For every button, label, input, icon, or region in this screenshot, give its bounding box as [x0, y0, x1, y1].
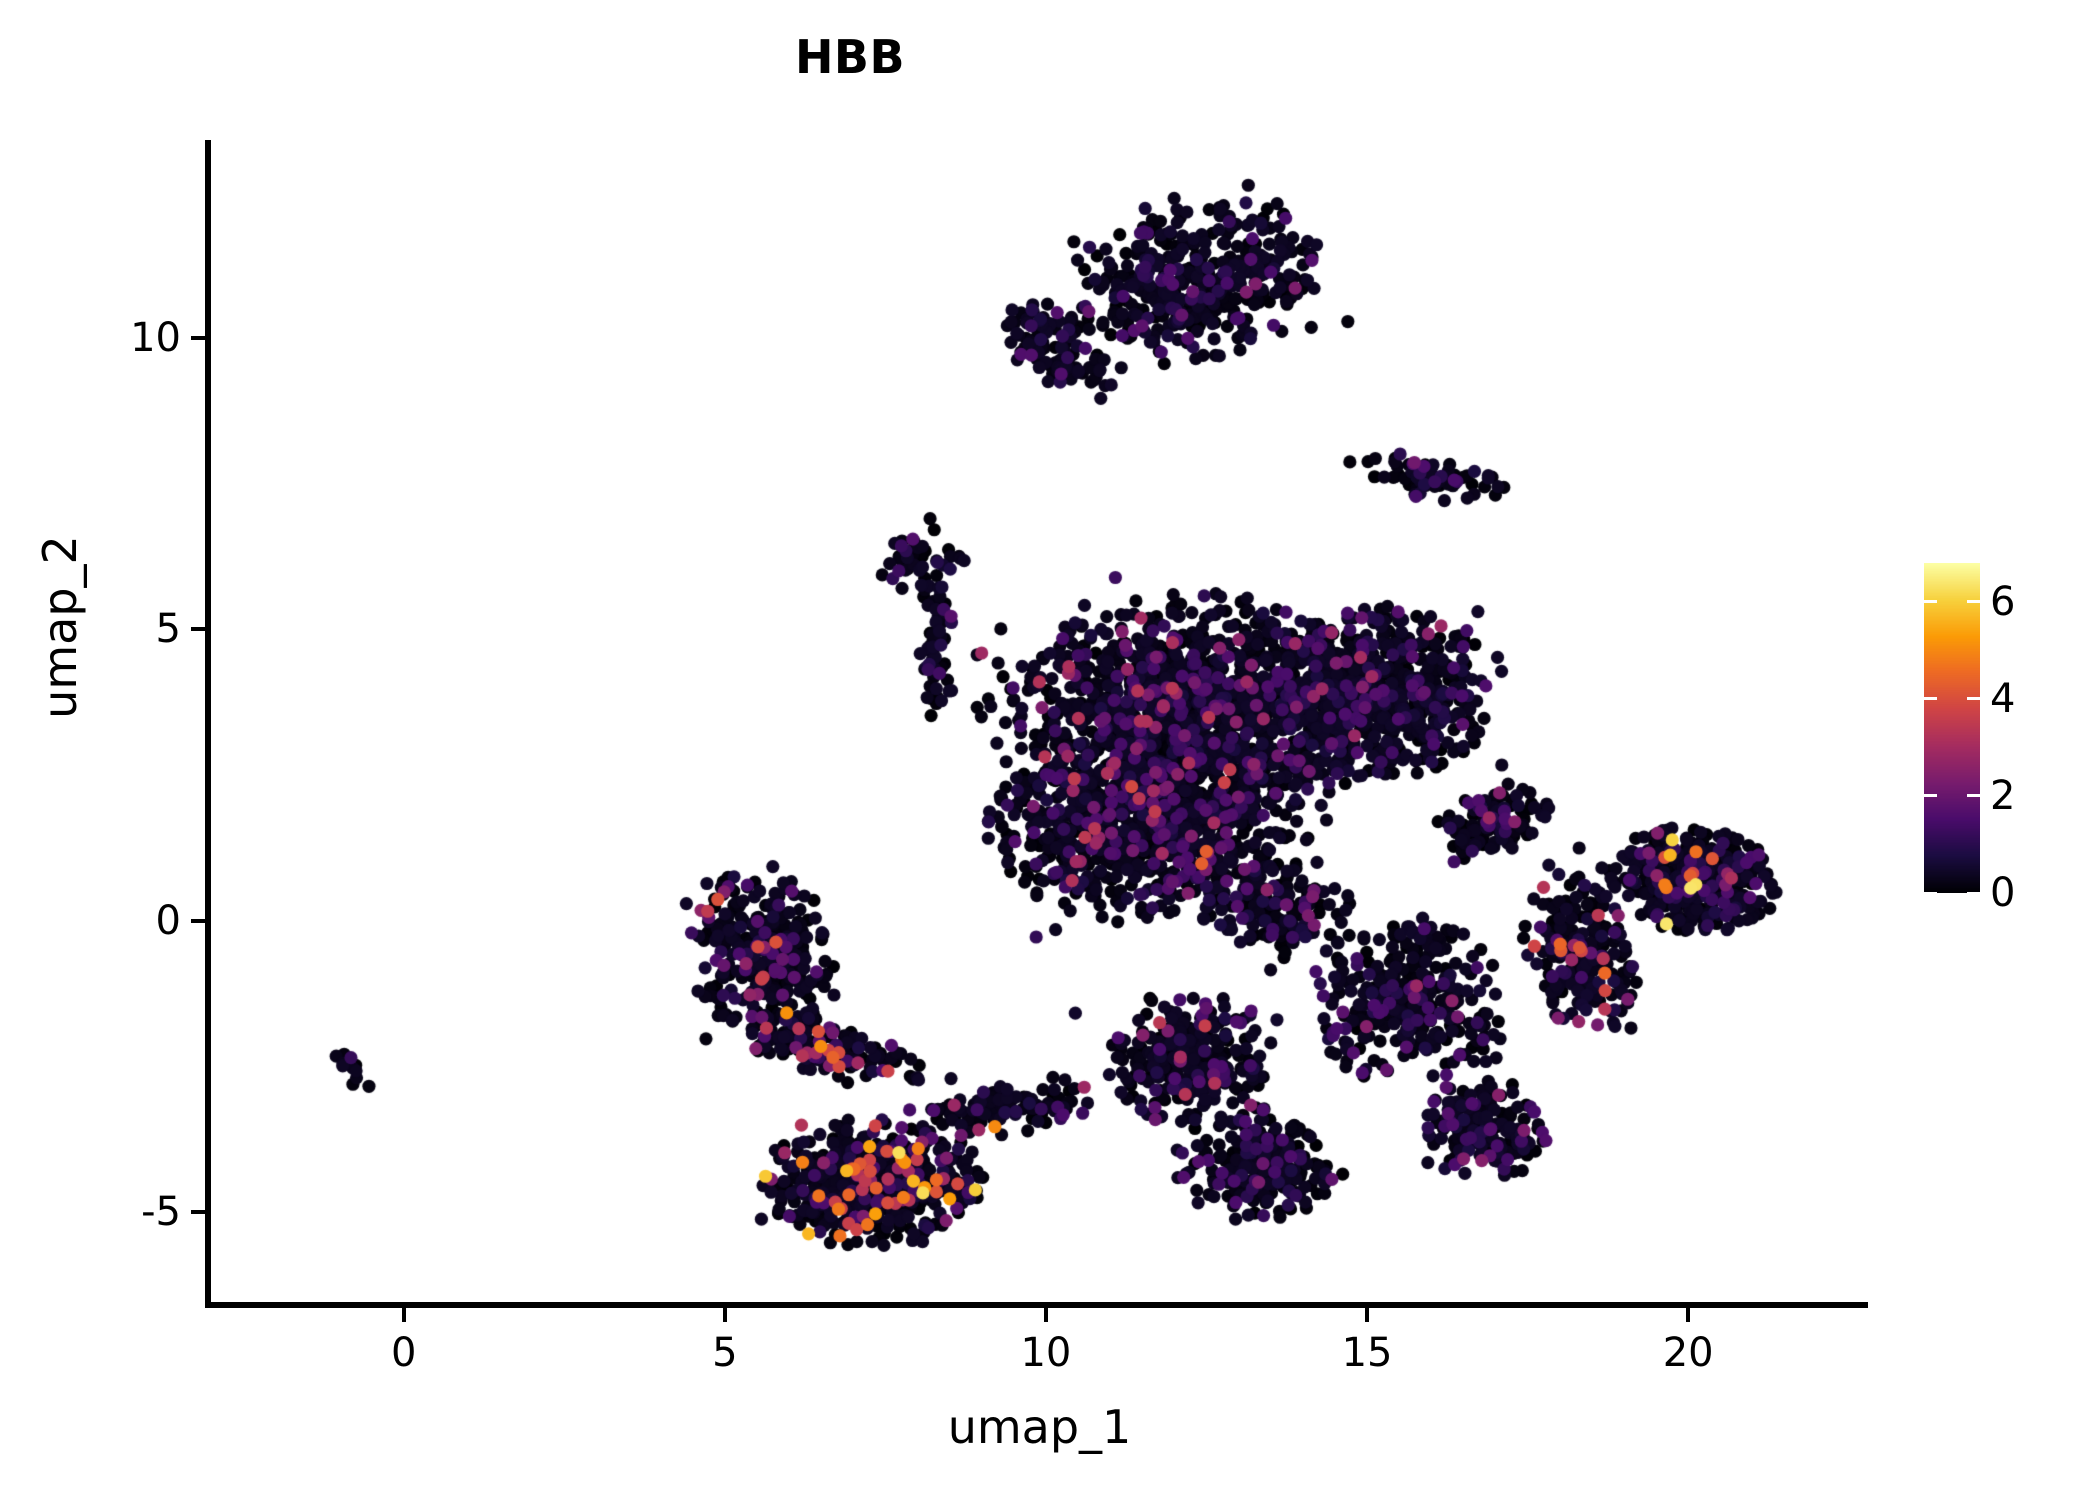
colorbar-gradient	[1924, 563, 1980, 893]
x-axis-label: umap_1	[947, 1400, 1132, 1454]
colorbar-tick-mark	[1924, 794, 1937, 798]
y-tick-label: 0	[155, 897, 181, 944]
x-tick-label: 0	[390, 1330, 417, 1376]
x-tick-mark	[401, 1308, 406, 1322]
x-tick-label: 20	[1662, 1330, 1714, 1376]
y-tick-mark	[191, 336, 205, 341]
colorbar-tick-mark	[1924, 891, 1937, 895]
x-tick-mark	[722, 1308, 727, 1322]
x-tick-mark	[1043, 1308, 1048, 1322]
x-tick-mark	[1686, 1308, 1691, 1322]
colorbar-tick-mark	[1924, 600, 1937, 604]
x-tick-label: 15	[1341, 1330, 1393, 1376]
colorbar: 6 4 2 0	[1924, 563, 2015, 916]
y-axis-spine	[205, 140, 211, 1308]
colorbar-tick-mark	[1967, 600, 1980, 604]
colorbar-tick-mark	[1967, 891, 1980, 895]
page-title: HBB	[794, 30, 906, 84]
colorbar-tick-label: 6	[1990, 578, 2016, 625]
y-tick-label: 5	[155, 606, 181, 653]
colorbar-tick-label: 2	[1990, 772, 2016, 819]
scatter-plot-area	[211, 140, 1868, 1305]
y-tick-mark	[191, 918, 205, 923]
y-tick-mark	[191, 627, 205, 632]
y-tick-label: -5	[141, 1188, 181, 1235]
x-axis-spine	[205, 1302, 1868, 1308]
x-tick-label: 5	[712, 1330, 738, 1376]
colorbar-tick-label: 0	[1990, 870, 2016, 916]
y-tick-label: 10	[130, 315, 181, 362]
y-tick-mark	[191, 1209, 205, 1214]
x-tick-label: 10	[1020, 1330, 1072, 1376]
y-axis-label: umap_2	[33, 535, 87, 719]
umap-scatter-points	[211, 140, 1868, 1305]
colorbar-tick-mark	[1967, 697, 1980, 701]
colorbar-tick-label: 4	[1990, 675, 2016, 722]
colorbar-tick-mark	[1967, 794, 1980, 798]
colorbar-tick-mark	[1924, 697, 1937, 701]
x-tick-mark	[1365, 1308, 1370, 1322]
